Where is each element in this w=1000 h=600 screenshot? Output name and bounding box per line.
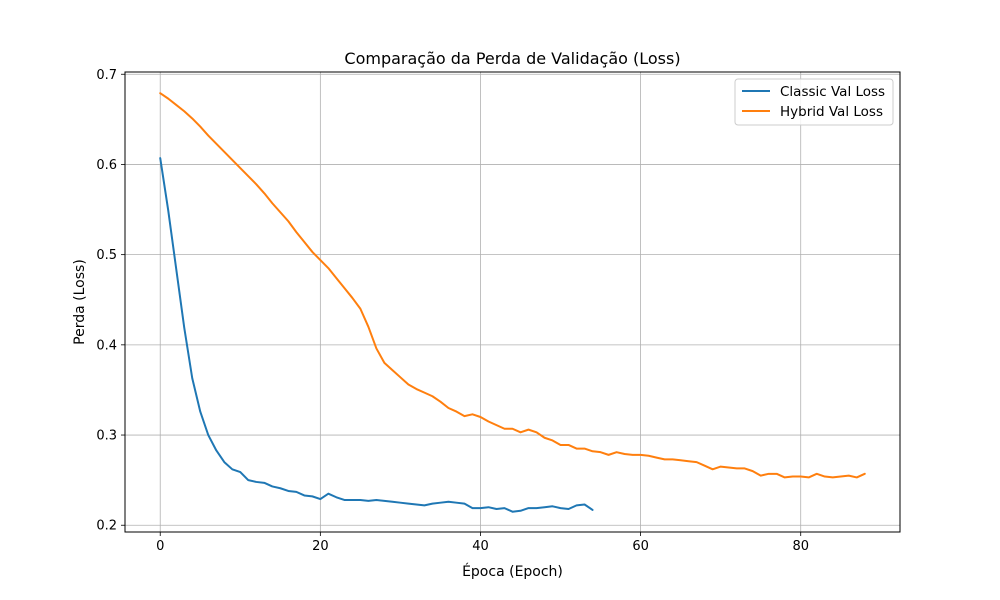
- y-tick-label: 0.4: [96, 338, 117, 353]
- series-lines: [159, 92, 866, 513]
- series-line-hybrid: [159, 92, 866, 479]
- y-tick-label: 0.3: [96, 429, 117, 444]
- series-line-classic: [159, 157, 594, 513]
- x-tick-label: 40: [472, 539, 489, 554]
- legend-box: [734, 78, 894, 126]
- chart-title: Comparação da Perda de Validação (Loss): [344, 49, 680, 68]
- x-tick-label: 80: [792, 539, 809, 554]
- axes-frame: [124, 71, 901, 533]
- legend: Classic Val Loss Hybrid Val Loss: [734, 78, 894, 126]
- y-tick-label: 0.5: [96, 248, 117, 263]
- axis-ticks: 0 20 40 60 80 0.2 0.3 0.4 0.5 0.6 0.7: [96, 68, 809, 554]
- x-tick-label: 60: [632, 539, 649, 554]
- x-tick-label: 20: [312, 539, 329, 554]
- y-axis-label: Perda (Loss): [72, 259, 88, 345]
- y-tick-label: 0.2: [96, 519, 117, 534]
- y-tick-label: 0.7: [96, 68, 117, 83]
- grid: [125, 72, 900, 532]
- x-tick-label: 0: [156, 539, 164, 554]
- x-axis-label: Época (Epoch): [462, 563, 563, 580]
- y-tick-label: 0.6: [96, 158, 117, 173]
- legend-label-hybrid: Hybrid Val Loss: [780, 104, 883, 120]
- legend-label-classic: Classic Val Loss: [780, 84, 885, 100]
